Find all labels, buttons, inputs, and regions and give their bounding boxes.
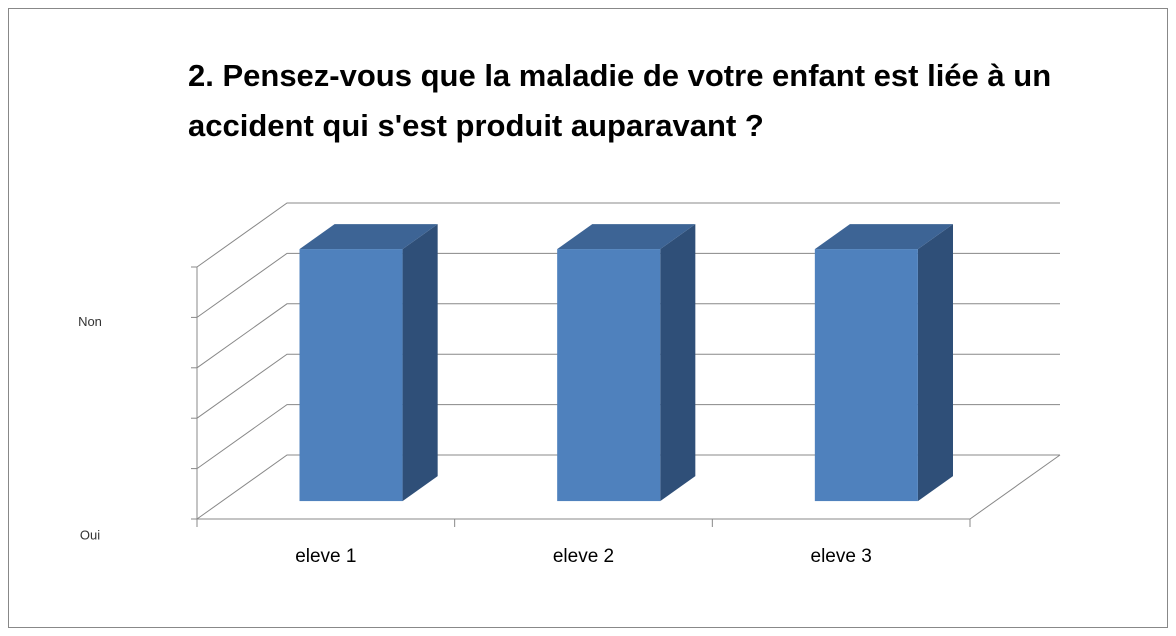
grid-line bbox=[196, 202, 1060, 268]
bar bbox=[299, 249, 403, 502]
grid-line bbox=[196, 303, 1060, 369]
grid-line bbox=[196, 454, 1060, 520]
bar-side bbox=[917, 224, 953, 502]
x-tick-label: eleve 3 bbox=[811, 546, 872, 567]
chart-title: accident qui s'est produit auparavant ? bbox=[188, 108, 764, 143]
grid-line bbox=[196, 252, 1060, 318]
bar-top bbox=[557, 224, 696, 250]
bar bbox=[557, 249, 661, 502]
x-tick-label: eleve 2 bbox=[553, 546, 614, 567]
grid-line bbox=[196, 404, 1060, 470]
bar-side bbox=[660, 224, 696, 502]
bar-side bbox=[402, 224, 438, 502]
bar-top bbox=[814, 224, 953, 250]
bar bbox=[814, 249, 918, 502]
x-tick-label: eleve 1 bbox=[295, 546, 356, 567]
y-tick-label: Oui bbox=[80, 527, 100, 542]
bar-top bbox=[299, 224, 438, 250]
y-tick-label: Non bbox=[78, 314, 102, 329]
grid-line bbox=[196, 353, 1060, 419]
chart-title: 2. Pensez-vous que la maladie de votre e… bbox=[188, 58, 1051, 93]
